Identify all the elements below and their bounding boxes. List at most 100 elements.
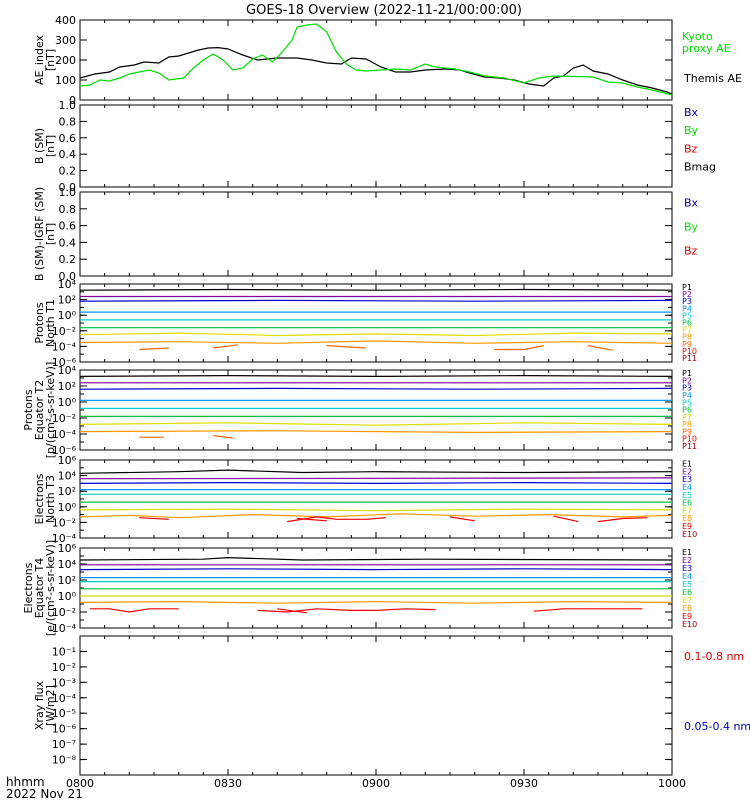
y-tick-label: 400 bbox=[55, 14, 76, 27]
series-line-p9c bbox=[326, 345, 367, 349]
y-tick-label: 10⁻² bbox=[52, 661, 76, 674]
legend-entry: E4 bbox=[682, 572, 692, 581]
series-line-p9b bbox=[213, 344, 238, 349]
panel-frame bbox=[79, 19, 673, 101]
legend-entry: By bbox=[684, 124, 699, 137]
legend-entry: P5 bbox=[682, 311, 692, 320]
legend-entry: Kyoto proxy AE bbox=[682, 30, 731, 55]
y-tick-label: 0.2 bbox=[59, 253, 77, 266]
y-tick-label: 10⁻⁴ bbox=[52, 428, 77, 441]
series-line-e8 bbox=[79, 513, 673, 519]
y-axis-label: [nT] bbox=[44, 49, 57, 71]
series-line-e9 bbox=[139, 517, 169, 520]
legend-entry: P8 bbox=[682, 333, 692, 342]
legend-entry: P10 bbox=[682, 435, 697, 444]
legend-entry: E7 bbox=[682, 506, 692, 515]
y-tick-label: 10⁻⁴ bbox=[52, 532, 77, 545]
y-tick-label: 0.2 bbox=[59, 165, 77, 178]
legend-entry: P6 bbox=[682, 406, 692, 415]
legend-entry: E6 bbox=[682, 499, 692, 508]
legend-entry-line: Kyoto bbox=[682, 30, 713, 43]
panel-ae: 0 100 200 300 400 AE_index[nT] Kyoto proxy AE Th… bbox=[33, 14, 742, 107]
y-tick-label: 10⁻⁶ bbox=[52, 356, 77, 369]
y-axis-label: [W/m2] bbox=[44, 685, 57, 726]
panel-frame bbox=[79, 104, 673, 188]
legend-entry: E10 bbox=[682, 620, 697, 629]
legend-entry: P10 bbox=[682, 347, 697, 356]
legend-entry: 0.05-0.4 nm bbox=[684, 720, 750, 733]
x-tick-label: 0830 bbox=[214, 777, 242, 790]
figure-title: GOES-18 Overview (2022-11-21/00:00:00) bbox=[246, 3, 522, 18]
series-line-e9b bbox=[257, 608, 436, 613]
y-axis-label: Electrons bbox=[33, 473, 46, 524]
legend-entry: E9 bbox=[682, 522, 692, 531]
legend-entry: E3 bbox=[682, 564, 692, 573]
legend-entry: P4 bbox=[682, 304, 692, 313]
series-line-e9b bbox=[287, 516, 386, 523]
legend-entry: E1 bbox=[682, 460, 692, 469]
series-line-e7 bbox=[79, 508, 673, 512]
y-tick-label: 10⁻² bbox=[52, 325, 76, 338]
legend-entry: E5 bbox=[682, 491, 692, 500]
panel-bigrf: 0.0 0.2 0.4 0.6 0.8 1.0 B (SM)-IGRF (SM)[nT] Bx… bbox=[33, 186, 699, 283]
series-line-e9c bbox=[277, 608, 307, 614]
y-axis-label: AE_index bbox=[33, 34, 46, 85]
y-tick-label: 10⁻⁴ bbox=[52, 622, 77, 635]
y-tick-label: 10⁴ bbox=[58, 470, 77, 483]
series-line-e9f bbox=[597, 517, 648, 523]
legend-entry: Themis AE bbox=[683, 72, 742, 85]
y-tick-label: 10² bbox=[58, 294, 76, 307]
y-axis-label: [nT] bbox=[44, 223, 57, 245]
panel-frame bbox=[79, 191, 673, 277]
legend-entry: Bmag bbox=[684, 161, 716, 174]
x-tick-label: 0930 bbox=[510, 777, 538, 790]
series-line-p9 bbox=[139, 347, 169, 351]
legend-entry: P11 bbox=[682, 354, 697, 363]
panel-frame bbox=[79, 283, 673, 363]
panel-xray: 10⁻¹ 10⁻² 10⁻³ 10⁻⁴ 10⁻⁵ 10⁻⁶ 10⁻⁷ 10⁻⁸ Xray flu… bbox=[33, 635, 750, 776]
series-line-e3 bbox=[79, 568, 673, 571]
legend-entry: E6 bbox=[682, 588, 692, 597]
legend-entry: P2 bbox=[682, 376, 692, 385]
y-tick-label: 10⁻⁶ bbox=[52, 444, 77, 457]
series-line-e9d bbox=[449, 516, 475, 522]
legend-entry: Bz bbox=[684, 244, 698, 257]
legend-entry: E5 bbox=[682, 580, 692, 589]
y-tick-label: 0 bbox=[69, 94, 76, 107]
panel-bsm: 0.0 0.2 0.4 0.6 0.8 1.0 B (SM)[nT] Bx By Bz Bmag bbox=[33, 99, 716, 194]
legend-entry: Bx bbox=[684, 106, 699, 119]
legend-entry: Bx bbox=[684, 196, 699, 209]
series-line-p7 bbox=[79, 332, 673, 337]
legend-entry: E3 bbox=[682, 475, 692, 484]
series-line-e9 bbox=[89, 608, 179, 613]
legend-entry: E8 bbox=[682, 604, 692, 613]
series-line-p8 bbox=[79, 340, 673, 344]
legend-entry: E4 bbox=[682, 483, 692, 492]
y-tick-label: 1.0 bbox=[59, 99, 77, 112]
y-tick-label: 1.0 bbox=[59, 186, 77, 199]
legend-entry: P3 bbox=[682, 297, 692, 306]
series-line-p9e bbox=[587, 345, 613, 351]
series-line-themis ae bbox=[79, 46, 673, 95]
y-tick-label: 10⁻² bbox=[52, 516, 76, 529]
series-line-e1 bbox=[79, 556, 673, 561]
legend-entry: E10 bbox=[682, 530, 697, 539]
series-line-e2 bbox=[79, 477, 673, 480]
series-line-e1 bbox=[79, 469, 673, 474]
legend-entry: E2 bbox=[682, 467, 692, 476]
y-tick-label: 0.8 bbox=[59, 115, 77, 128]
legend-entry: P8 bbox=[682, 420, 692, 429]
legend-entry: P1 bbox=[682, 283, 692, 292]
legend-entry: P7 bbox=[682, 413, 692, 422]
legend-entry: E2 bbox=[682, 556, 692, 565]
y-axis-label: [p/(cm²-s-sr-keV)] bbox=[44, 362, 57, 459]
y-tick-label: 10⁴ bbox=[58, 558, 77, 571]
legend-entry: P6 bbox=[682, 318, 692, 327]
series-line-p3 bbox=[79, 299, 673, 302]
time-axis-label: hhmm bbox=[6, 775, 45, 789]
y-tick-label: 10⁶ bbox=[58, 542, 77, 555]
y-tick-label: 0.4 bbox=[59, 236, 77, 249]
